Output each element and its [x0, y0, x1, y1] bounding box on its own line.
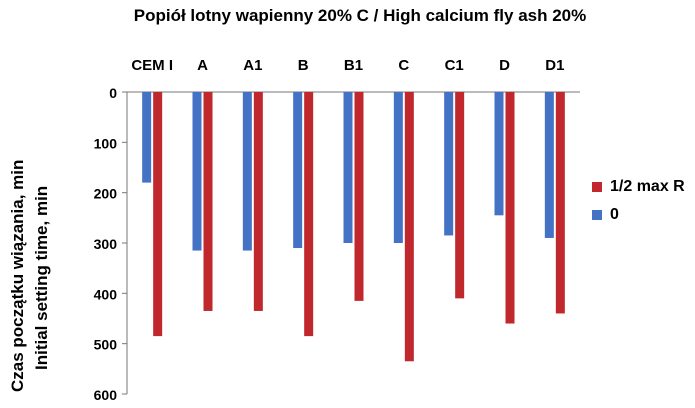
legend-swatch-red — [592, 182, 602, 192]
bar-series-half-max-r — [304, 92, 314, 337]
bar-series-0 — [142, 92, 152, 183]
legend: 1/2 max R 0 — [592, 176, 685, 232]
x-tick-label: B — [298, 57, 309, 74]
x-tick-label: A1 — [243, 57, 262, 74]
bar-series-0 — [393, 92, 403, 243]
bar-series-0 — [494, 92, 504, 216]
y-tick-label: 300 — [94, 236, 118, 252]
x-tick-label: C — [398, 57, 409, 74]
bar-series-half-max-r — [555, 92, 565, 314]
x-tick-label: D — [499, 57, 510, 74]
x-tick-label: C1 — [445, 57, 464, 74]
x-tick-label: CEM I — [131, 57, 173, 74]
legend-item-zero: 0 — [592, 204, 685, 226]
bar-series-0 — [444, 92, 454, 236]
bar-series-0 — [544, 92, 554, 238]
bar-series-half-max-r — [153, 92, 163, 337]
bar-series-half-max-r — [455, 92, 465, 299]
bar-series-half-max-r — [354, 92, 364, 301]
legend-label-half-max-r: 1/2 max R — [610, 178, 685, 195]
y-tick-label: 0 — [109, 85, 117, 101]
y-tick-label: 200 — [94, 186, 118, 202]
legend-label-zero: 0 — [610, 206, 619, 223]
x-tick-label: B1 — [344, 57, 363, 74]
bar-series-0 — [293, 92, 303, 249]
bar-series-half-max-r — [203, 92, 213, 311]
legend-item-half-max-r: 1/2 max R — [592, 176, 685, 198]
x-tick-label: D1 — [545, 57, 564, 74]
bar-series-half-max-r — [505, 92, 515, 324]
bar-series-half-max-r — [404, 92, 414, 362]
bar-series-0 — [242, 92, 252, 251]
bar-series-0 — [192, 92, 202, 251]
y-tick-label: 400 — [94, 286, 118, 302]
bar-series-0 — [343, 92, 353, 243]
y-tick-label: 500 — [94, 337, 118, 353]
chart-title: Popiół lotny wapienny 20% C / High calci… — [133, 6, 587, 25]
x-tick-label: A — [197, 57, 208, 74]
y-tick-label: 100 — [94, 135, 118, 151]
legend-swatch-blue — [592, 210, 602, 220]
y-tick-label: 600 — [94, 387, 118, 403]
bar-series-half-max-r — [253, 92, 263, 311]
